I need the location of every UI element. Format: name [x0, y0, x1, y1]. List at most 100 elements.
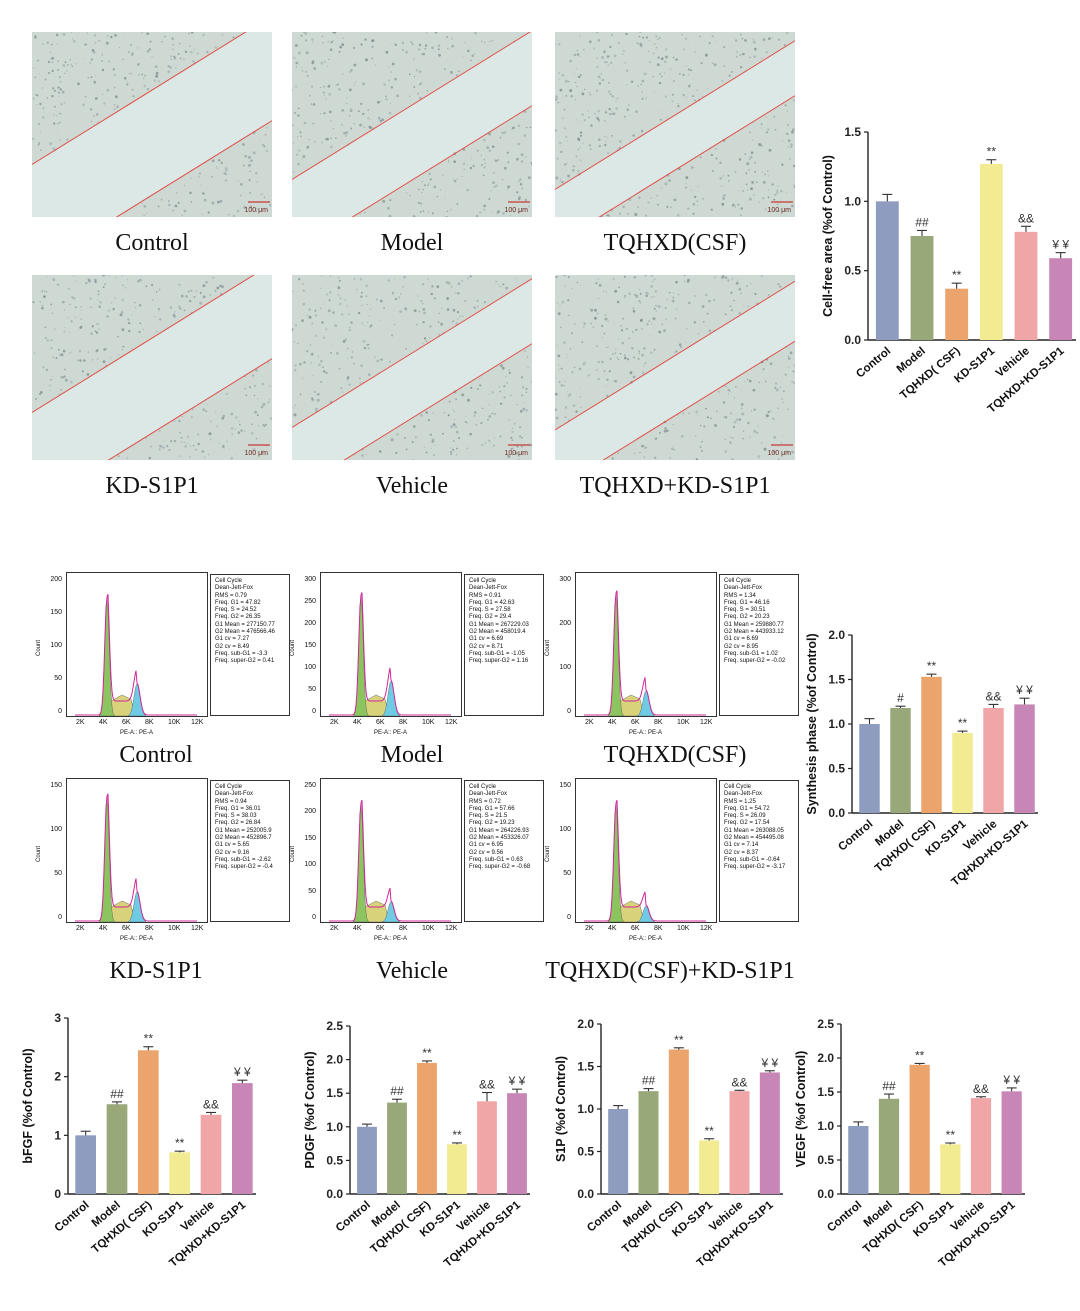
bar-6: [1001, 1091, 1022, 1194]
significance-mark: ##: [110, 1087, 124, 1101]
histogram-x-label: PE-A:: PE-A: [374, 730, 408, 736]
significance-mark: #: [897, 691, 904, 705]
y-tick-label: 1.0: [577, 1102, 594, 1116]
stats-line: G1 cv = 6.69: [724, 636, 759, 643]
scale-bar-label: 100 μm: [244, 450, 269, 457]
histogram-x-tick: 2K: [76, 719, 85, 726]
category-label: TQHXD+KD-S1P1: [167, 1199, 248, 1270]
y-tick-label: 0.5: [828, 762, 845, 776]
cell-cycle-stats-box: Cell Cycle Dean-Jett-Fox RMS = 0.94 Freq. G…: [210, 780, 290, 922]
wound-caption: Model: [380, 230, 444, 256]
category-label: Control: [585, 1199, 624, 1234]
stats-line: RMS = 1.34: [724, 592, 756, 599]
histogram-y-tick: 0: [567, 914, 571, 921]
category-label: Vehicle: [707, 1199, 745, 1234]
flow-histogram-4: 150 100 50 0 Count 2K 4K 6K 8K 10K 12K PE-A:: PE-A C…: [36, 778, 296, 953]
bar-2: [638, 1091, 659, 1194]
category-label: Vehicle: [994, 345, 1032, 380]
bar-4: [169, 1152, 191, 1194]
stats-line: Dean-Jett-Fox: [469, 791, 508, 798]
flow-histogram-3: 300 200 100 0 Count 2K 4K 6K 8K 10K 12K PE-A:: PE-A…: [545, 572, 805, 747]
significance-mark: **: [452, 1128, 462, 1142]
significance-mark: **: [958, 716, 968, 730]
stats-line: Freq. super-G2 = 0.41: [215, 658, 275, 665]
histogram-y-label: Count: [36, 845, 42, 862]
stats-line: Dean-Jett-Fox: [724, 585, 763, 592]
histogram-plot: [66, 778, 208, 923]
y-tick-label: 0.0: [844, 333, 861, 347]
histogram-y-tick: 150: [559, 782, 571, 789]
stats-line: Freq. G2 = 26.35: [215, 614, 261, 621]
significance-mark: &&: [973, 1082, 989, 1096]
bar-6: [231, 1083, 253, 1194]
significance-mark: ¥ ¥: [1051, 238, 1069, 252]
histogram-y-label: Count: [545, 639, 551, 656]
stats-line: G2 Mean = 453326.07: [469, 835, 529, 842]
histogram-x-label: PE-A:: PE-A: [120, 730, 154, 736]
stats-line: Dean-Jett-Fox: [215, 791, 254, 798]
significance-mark: ##: [390, 1084, 404, 1098]
category-label: Vehicle: [179, 1199, 217, 1234]
flow-caption: Model: [380, 742, 444, 768]
histogram-y-tick: 200: [304, 620, 316, 627]
histogram-y-tick: 250: [304, 782, 316, 789]
histogram-x-tick: 12K: [700, 719, 713, 726]
cell-cycle-stats-box: Cell Cycle Dean-Jett-Fox RMS = 0.91 Freq. G…: [464, 574, 544, 716]
wound-image-kd-s1p1: 100 μm: [32, 275, 272, 460]
stats-line: G2 Mean = 443933.12: [724, 629, 784, 636]
y-tick-label: 0.5: [817, 1153, 834, 1167]
histogram-x-tick: 10K: [168, 719, 181, 726]
histogram-x-tick: 8K: [654, 719, 663, 726]
histogram-y-tick: 300: [559, 576, 571, 583]
bar-5: [970, 1098, 992, 1194]
bar-4: [699, 1140, 720, 1194]
stats-line: Dean-Jett-Fox: [215, 585, 254, 592]
stats-line: G1 Mean = 259880.77: [724, 621, 784, 628]
stats-line: Freq. sub-G1 = -1.05: [469, 650, 525, 657]
flow-caption: TQHXD(CSF): [603, 742, 747, 768]
stats-line: G1 Mean = 252005.9: [215, 827, 272, 834]
wound-caption: TQHXD+KD-S1P1: [579, 473, 771, 499]
histogram-y-tick: 0: [58, 708, 62, 715]
flow-histogram-6: 150 100 50 0 Count 2K 4K 6K 8K 10K 12K PE-A:: PE-A C…: [545, 778, 805, 953]
cell-cycle-stats-box: Cell Cycle Dean-Jett-Fox RMS = 1.25 Freq. G…: [719, 780, 799, 922]
bar-2: [890, 707, 911, 813]
y-tick-label: 1.0: [326, 1120, 343, 1134]
bar-3: [921, 676, 942, 813]
bar-1: [875, 201, 899, 340]
stats-line: RMS = 0.91: [469, 592, 501, 599]
category-label: Vehicle: [949, 1199, 987, 1234]
category-label: Control: [836, 818, 875, 853]
stats-line: G1 Mean = 263088.05: [724, 827, 784, 834]
category-label: KD-S1P1: [952, 345, 997, 386]
stats-line: Freq. G2 = 20.23: [724, 614, 770, 621]
wound-image-control: 100 μm: [32, 32, 272, 217]
histogram-x-tick: 4K: [608, 719, 617, 726]
stats-line: Freq. S = 30.51: [724, 607, 766, 614]
significance-mark: ¥ ¥: [760, 1056, 778, 1070]
y-tick-label: 2.0: [326, 1053, 343, 1067]
stats-line: Freq. G2 = 17.54: [724, 820, 770, 827]
significance-mark: &&: [731, 1075, 747, 1089]
scale-bar-label: 100 μm: [504, 207, 529, 214]
histogram-x-tick: 10K: [677, 719, 690, 726]
y-axis-label: Cell-free area (%of Control): [821, 155, 835, 317]
stats-line: Cell Cycle: [215, 784, 243, 790]
category-label: Control: [334, 1199, 373, 1234]
bar-2: [878, 1098, 900, 1194]
stats-line: G2 cv = 9.56: [469, 849, 504, 856]
category-label: TQHXD( CSF): [873, 818, 938, 875]
bar-2: [910, 236, 934, 340]
bar-4: [952, 732, 973, 813]
cell-cycle-stats-box: Cell Cycle Dean-Jett-Fox RMS = 0.72 Freq. G…: [464, 780, 544, 922]
significance-mark: **: [422, 1046, 432, 1060]
category-label: KD-S1P1: [670, 1199, 715, 1240]
category-label: Model: [621, 1199, 654, 1230]
histogram-x-tick: 6K: [631, 925, 640, 932]
stats-line: Freq. sub-G1 = -2.62: [215, 856, 271, 863]
stats-line: G2 cv = 8.37: [724, 849, 759, 856]
stats-line: G1 cv = 7.27: [215, 636, 250, 643]
flow-histogram-5: 250 200 150 100 50 0 Count 2K 4K 6K 8K 10K 12K PE-A::…: [290, 778, 550, 953]
scale-bar-label: 100 μm: [767, 450, 792, 457]
histogram-x-tick: 10K: [422, 925, 435, 932]
